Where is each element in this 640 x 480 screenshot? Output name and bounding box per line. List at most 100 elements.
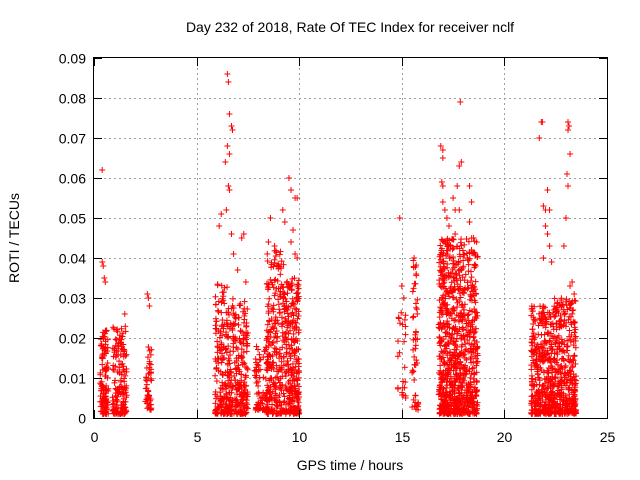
data-point	[120, 399, 127, 406]
data-point	[563, 302, 570, 309]
data-point	[110, 400, 117, 407]
data-point	[542, 324, 549, 331]
data-point	[450, 286, 457, 293]
data-point	[452, 261, 459, 268]
data-point	[269, 388, 276, 395]
data-point	[216, 223, 223, 229]
data-point	[458, 302, 465, 309]
data-point	[529, 326, 536, 333]
data-point	[271, 292, 278, 299]
data-point	[469, 288, 476, 295]
data-point	[413, 271, 420, 277]
data-point	[287, 345, 294, 352]
data-point	[289, 300, 296, 307]
data-point	[532, 410, 539, 417]
data-point	[244, 393, 251, 400]
data-point	[97, 369, 104, 376]
data-point	[468, 297, 475, 304]
data-point	[549, 388, 556, 395]
data-point	[411, 361, 418, 368]
data-point	[453, 335, 460, 342]
data-point	[528, 393, 535, 400]
data-point	[285, 330, 292, 337]
data-point	[100, 263, 107, 269]
data-point	[454, 299, 461, 306]
data-point	[239, 328, 246, 335]
data-point	[446, 378, 453, 385]
data-point	[466, 183, 473, 189]
data-point	[253, 379, 260, 386]
data-point	[270, 308, 277, 315]
data-point	[103, 328, 110, 335]
data-point	[228, 368, 235, 375]
data-point	[233, 403, 240, 410]
data-point	[547, 338, 554, 345]
plot-frame	[93, 57, 608, 419]
data-point	[452, 364, 459, 371]
data-point	[447, 349, 454, 356]
data-point	[116, 358, 123, 365]
data-point	[450, 245, 457, 252]
data-point	[116, 332, 123, 339]
data-point	[457, 239, 464, 246]
data-point	[461, 336, 468, 343]
data-point	[282, 315, 289, 322]
data-point	[468, 199, 475, 205]
data-point	[242, 279, 249, 285]
data-point	[222, 159, 229, 165]
data-point	[224, 394, 231, 401]
data-point	[410, 346, 417, 353]
data-point	[461, 301, 468, 308]
data-point	[289, 275, 296, 282]
data-point	[226, 374, 233, 381]
data-point	[226, 151, 233, 157]
data-point	[293, 394, 300, 401]
data-point	[401, 338, 408, 345]
data-point	[468, 359, 475, 366]
data-point	[409, 288, 416, 295]
data-point	[269, 323, 276, 330]
data-point	[402, 394, 409, 401]
data-point	[214, 307, 221, 314]
data-point	[410, 368, 417, 375]
data-point	[436, 314, 443, 321]
data-point	[230, 320, 237, 327]
data-point	[549, 346, 556, 353]
data-point	[565, 183, 572, 189]
data-point	[531, 392, 538, 399]
data-point	[285, 361, 292, 368]
data-point	[122, 404, 129, 411]
data-point	[213, 318, 220, 325]
data-point	[282, 334, 289, 341]
data-point	[283, 349, 290, 356]
data-point	[240, 340, 247, 347]
data-point	[278, 314, 285, 321]
data-point	[284, 357, 291, 364]
data-point	[263, 359, 270, 366]
data-point	[271, 259, 278, 266]
data-point	[441, 376, 448, 383]
data-point	[265, 308, 272, 315]
data-point	[474, 352, 481, 359]
data-point	[284, 324, 291, 331]
data-point	[146, 303, 153, 309]
data-point	[451, 283, 458, 290]
data-point	[263, 366, 270, 373]
data-point	[266, 397, 273, 404]
data-point	[217, 389, 224, 396]
data-point	[264, 321, 271, 328]
data-point	[461, 377, 468, 384]
data-point	[449, 310, 456, 317]
data-point	[279, 207, 286, 213]
data-point	[438, 338, 445, 345]
x-tick-label: 10	[292, 429, 308, 445]
data-point	[110, 325, 117, 332]
data-point	[444, 410, 451, 417]
data-point	[548, 378, 555, 385]
data-point	[223, 349, 230, 356]
data-point	[272, 253, 279, 260]
data-point	[287, 355, 294, 362]
data-point	[455, 328, 462, 335]
data-point	[531, 382, 538, 389]
y-tick-label: 0.03	[59, 291, 86, 307]
